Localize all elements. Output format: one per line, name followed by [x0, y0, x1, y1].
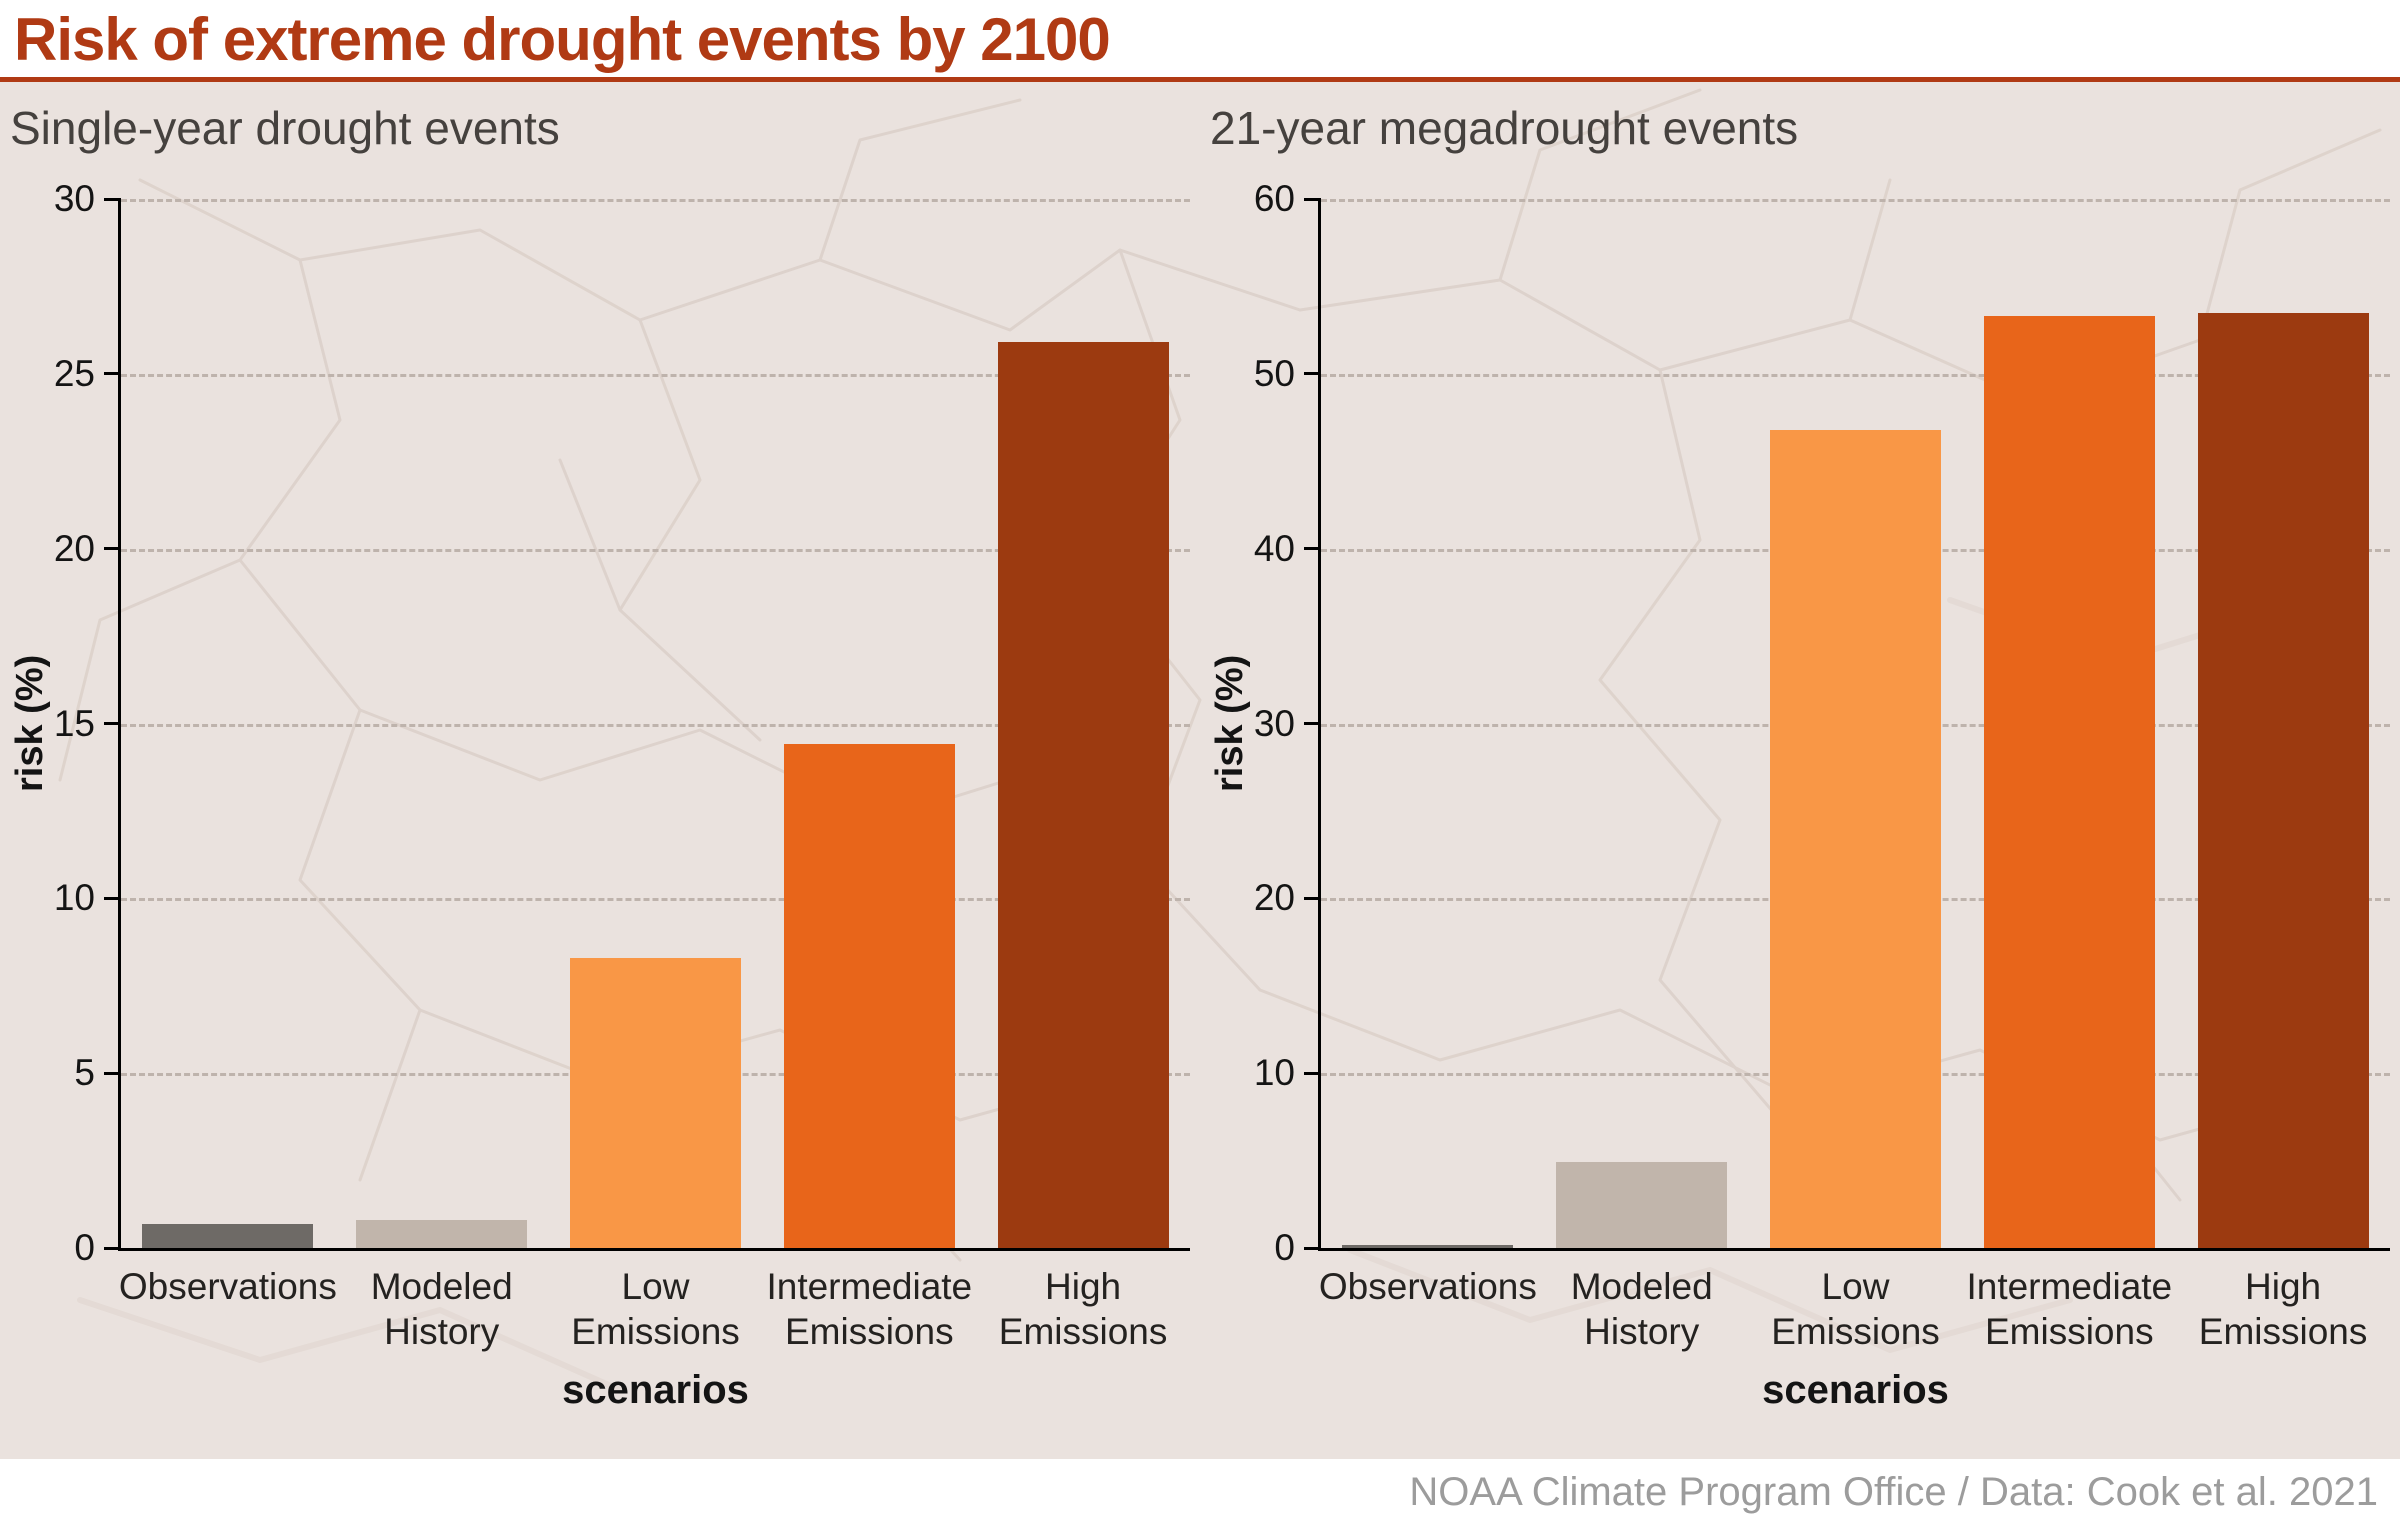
y-tick-label: 40	[1253, 527, 1295, 569]
plot-area-megadrought: risk (%) scenarios 0 10 20 30 40 50 60 Observat…	[1209, 178, 2390, 1412]
chart-panel-megadrought: 21-year megadrought events risk (%) scen…	[1200, 87, 2400, 1459]
x-tick-label-observations: Observations	[1318, 1266, 1537, 1307]
y-tick-label: 0	[1274, 1227, 1295, 1268]
y-tick-label: 30	[1253, 702, 1295, 744]
plot-area-single-year: risk (%) scenarios 0 5 10 15 20 25 30 Observati…	[9, 178, 1190, 1412]
y-tick-label: 50	[1253, 352, 1295, 394]
charts-row: Single-year drought events risk (%) scen…	[0, 87, 2400, 1459]
chart-title-single-year: Single-year drought events	[10, 102, 560, 154]
x-tick-label-modeled-history: Modeled History	[370, 1266, 513, 1352]
bar-high-emissions	[997, 342, 1169, 1248]
y-tick-label: 15	[53, 702, 95, 744]
bar-intermediate-emissions	[1983, 316, 2155, 1248]
x-tick-label-high-emissions: High Emissions	[2198, 1266, 2368, 1352]
x-tick-label-low-emissions: Low Emissions	[1771, 1266, 1940, 1352]
attribution-bar: NOAA Climate Program Office / Data: Cook…	[0, 1459, 2400, 1525]
y-tick-label: 0	[74, 1227, 95, 1268]
y-tick-mark	[104, 372, 121, 376]
title-bar: Risk of extreme drought events by 2100	[0, 0, 2400, 82]
bar-low-emissions	[1769, 429, 1941, 1248]
bar-intermediate-emissions	[783, 744, 955, 1248]
bar-modeled-history	[1556, 1162, 1728, 1248]
chart-title-megadrought: 21-year megadrought events	[1210, 102, 1799, 154]
y-tick-mark	[1304, 372, 1321, 376]
bar-high-emissions	[2197, 312, 2369, 1248]
y-tick-label: 20	[53, 527, 95, 569]
y-tick-mark	[1304, 197, 1321, 201]
y-tick-mark	[104, 1246, 121, 1250]
y-tick-mark	[1304, 547, 1321, 551]
x-axis-label: scenarios	[562, 1368, 749, 1412]
y-tick-label: 10	[53, 877, 95, 919]
gridline	[121, 898, 1190, 902]
y-tick-label: 30	[53, 178, 95, 219]
y-tick-mark	[104, 722, 121, 725]
bar-observations	[1342, 1244, 1514, 1248]
y-tick-mark	[1304, 896, 1321, 900]
y-tick-label: 25	[53, 352, 95, 394]
y-tick-mark	[1304, 1246, 1321, 1250]
y-tick-mark	[104, 197, 121, 201]
x-tick-label-high-emissions: High Emissions	[998, 1266, 1168, 1352]
x-axis-label: scenarios	[1762, 1368, 1949, 1412]
y-tick-label: 10	[1253, 1052, 1295, 1094]
y-tick-mark	[1304, 1071, 1321, 1075]
page-title: Risk of extreme drought events by 2100	[14, 6, 1111, 73]
data-credit: NOAA Climate Program Office / Data: Cook…	[1409, 1469, 2378, 1514]
y-tick-label: 5	[74, 1052, 95, 1094]
gridline	[121, 199, 1190, 202]
y-tick-mark	[104, 896, 121, 900]
y-axis-label: risk (%)	[1209, 654, 1251, 793]
x-tick-label-observations: Observations	[118, 1266, 337, 1307]
x-tick-label-intermediate-emissions: Intermediate Emissions	[766, 1266, 973, 1352]
y-tick-label: 20	[1253, 877, 1295, 919]
y-tick-mark	[104, 547, 121, 551]
y-tick-label: 60	[1253, 178, 1295, 219]
bar-observations	[142, 1223, 314, 1248]
y-axis-label: risk (%)	[9, 654, 51, 793]
x-tick-label-modeled-history: Modeled History	[1570, 1266, 1713, 1352]
y-tick-mark	[104, 1071, 121, 1075]
gridline	[1321, 199, 2390, 202]
x-tick-label-intermediate-emissions: Intermediate Emissions	[1966, 1266, 2173, 1352]
x-tick-label-low-emissions: Low Emissions	[571, 1266, 740, 1352]
bar-modeled-history	[356, 1220, 528, 1248]
chart-panel-single-year: Single-year drought events risk (%) scen…	[0, 87, 1200, 1459]
bar-low-emissions	[569, 957, 741, 1248]
y-tick-mark	[1304, 722, 1321, 725]
